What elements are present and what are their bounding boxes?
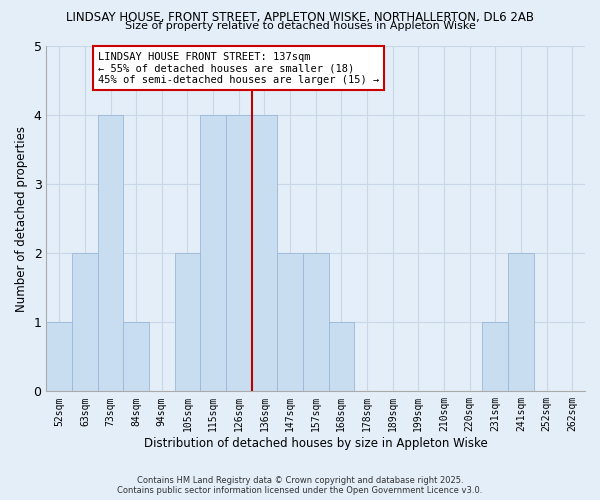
Bar	[329, 322, 354, 392]
X-axis label: Distribution of detached houses by size in Appleton Wiske: Distribution of detached houses by size …	[144, 437, 488, 450]
Text: LINDSAY HOUSE FRONT STREET: 137sqm
← 55% of detached houses are smaller (18)
45%: LINDSAY HOUSE FRONT STREET: 137sqm ← 55%…	[98, 52, 379, 84]
Bar	[508, 253, 534, 392]
Bar	[98, 115, 124, 392]
Bar	[124, 322, 149, 392]
Bar	[200, 115, 226, 392]
Bar	[72, 253, 98, 392]
Bar	[482, 322, 508, 392]
Text: Contains HM Land Registry data © Crown copyright and database right 2025.
Contai: Contains HM Land Registry data © Crown c…	[118, 476, 482, 495]
Text: LINDSAY HOUSE, FRONT STREET, APPLETON WISKE, NORTHALLERTON, DL6 2AB: LINDSAY HOUSE, FRONT STREET, APPLETON WI…	[66, 11, 534, 24]
Bar	[175, 253, 200, 392]
Bar	[226, 115, 251, 392]
Bar	[251, 115, 277, 392]
Bar	[46, 322, 72, 392]
Text: Size of property relative to detached houses in Appleton Wiske: Size of property relative to detached ho…	[125, 21, 475, 31]
Bar	[303, 253, 329, 392]
Bar	[277, 253, 303, 392]
Y-axis label: Number of detached properties: Number of detached properties	[15, 126, 28, 312]
